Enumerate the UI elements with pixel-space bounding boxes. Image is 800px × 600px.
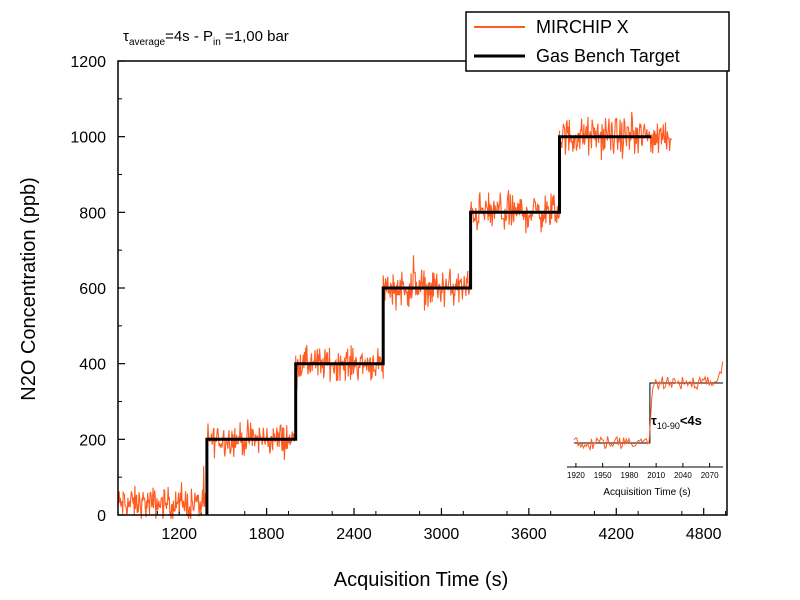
legend-box bbox=[465, 11, 730, 72]
gas-bench-target-line bbox=[205, 135, 652, 515]
series-gas-bench-target bbox=[205, 135, 652, 515]
inset-x-tick-label: 2040 bbox=[674, 471, 692, 480]
y-tick-label: 600 bbox=[79, 281, 106, 298]
axis-ticks: 1200 1800 2400 3000 3600 4200 4800 0 200 400 600 80… bbox=[70, 54, 727, 543]
inset-target-line bbox=[574, 382, 723, 444]
legend: MIRCHIP X Gas Bench Target bbox=[465, 11, 730, 72]
y-tick-label: 200 bbox=[79, 432, 106, 449]
x-tick-label: 2400 bbox=[336, 526, 372, 543]
x-tick-label: 3000 bbox=[424, 526, 460, 543]
inset-x-tick-label: 1920 bbox=[567, 471, 585, 480]
legend-label-mirchip-x: MIRCHIP X bbox=[536, 17, 629, 37]
y-axis-label: N2O Concentration (ppb) bbox=[18, 177, 40, 400]
y-tick-label: 800 bbox=[79, 205, 106, 222]
series-mirchip-x bbox=[117, 111, 672, 519]
inset-x-tick-label: 2070 bbox=[701, 471, 719, 480]
x-tick-label: 1800 bbox=[249, 526, 285, 543]
y-tick-label: 0 bbox=[97, 508, 106, 525]
inset-x-axis-label: Acquisition Time (s) bbox=[603, 487, 690, 498]
x-tick-label: 4200 bbox=[598, 526, 634, 543]
x-tick-label: 1200 bbox=[161, 526, 197, 543]
x-tick-label: 3600 bbox=[511, 526, 547, 543]
inset-x-tick-label: 2010 bbox=[647, 471, 665, 480]
plot-frame bbox=[117, 60, 728, 516]
y-tick-label: 1200 bbox=[70, 54, 106, 71]
y-tick-label: 1000 bbox=[70, 130, 106, 147]
chart-annotation: τaverage=4s - Pin =1,00 bar bbox=[123, 28, 289, 48]
inset-x-tick-label: 1980 bbox=[621, 471, 639, 480]
inset-annotation: τ10-90<4s bbox=[651, 413, 702, 431]
x-tick-label: 4800 bbox=[686, 526, 722, 543]
inset-chart: 1920 1950 1980 2010 2040 2070 Acquisition Tim… bbox=[567, 361, 724, 498]
legend-label-gas-bench-target: Gas Bench Target bbox=[536, 46, 680, 66]
inset-x-tick-label: 1950 bbox=[594, 471, 612, 480]
inset-ticks: 1920 1950 1980 2010 2040 2070 bbox=[567, 463, 719, 480]
inset-lines bbox=[573, 361, 724, 452]
mirchip-x-line bbox=[117, 111, 672, 519]
y-tick-label: 400 bbox=[79, 357, 106, 374]
inset-mirchip-line bbox=[573, 361, 724, 452]
x-axis-label: Acquisition Time (s) bbox=[334, 569, 509, 591]
